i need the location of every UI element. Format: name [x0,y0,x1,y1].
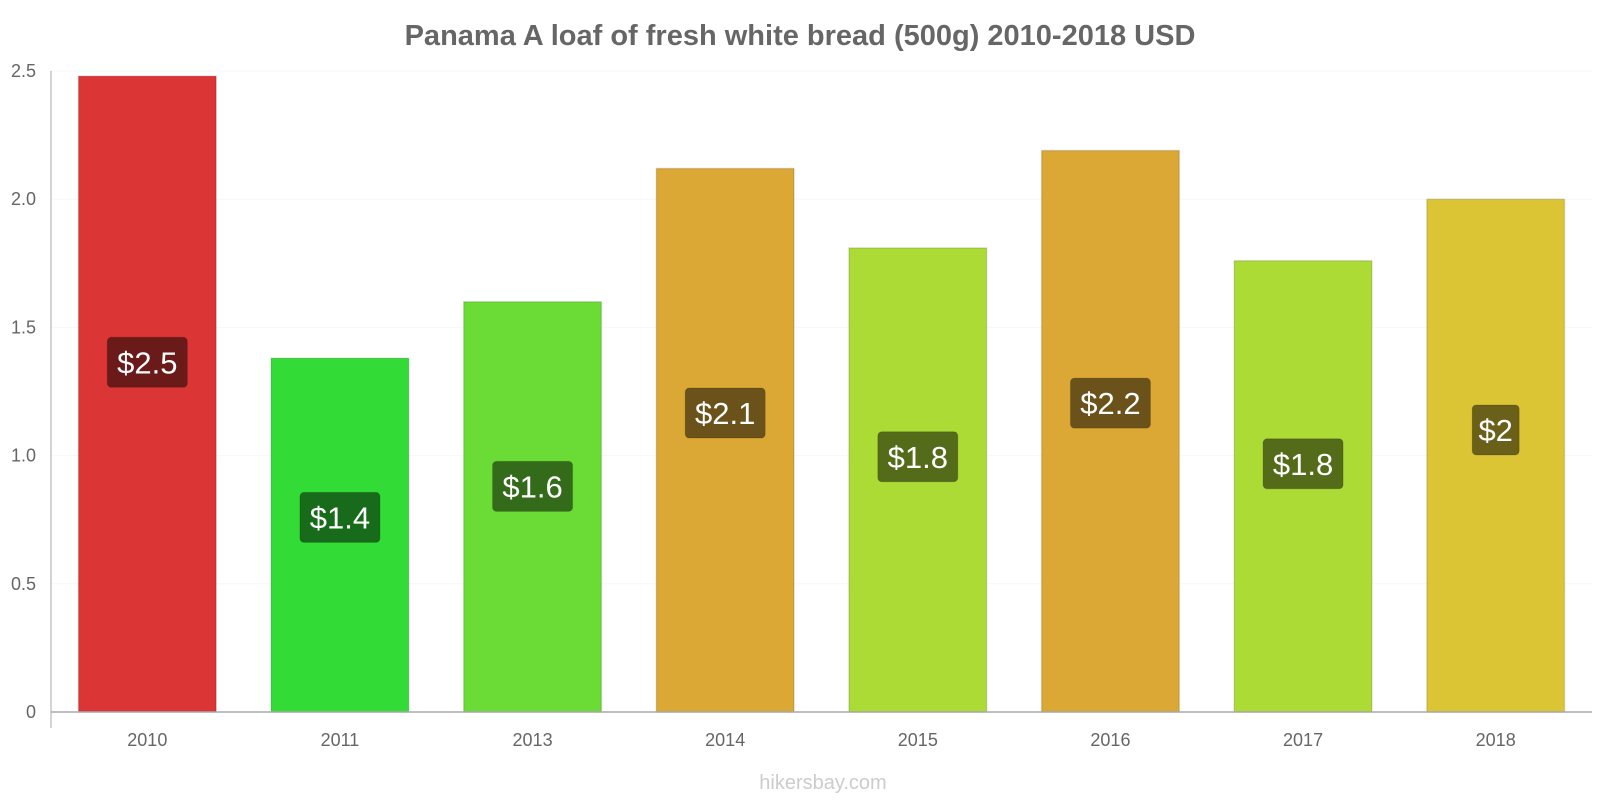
credit-text: hikersbay.com [759,772,886,794]
bars: $2.5 $1.4 $1.6 $2.1 $1.8 $2.2 $1.8 $2 [77,75,1566,713]
value-label-box [1069,377,1151,429]
x-tick-label: 2013 [513,730,553,750]
value-label-box [684,387,766,439]
x-tick-label: 2015 [898,730,938,750]
y-tick-label: 1.5 [11,317,36,337]
value-label: $1.8 [1273,447,1333,482]
value-label: $1.8 [888,440,948,475]
y-tick-label: 0.5 [11,574,36,594]
y-tick-label: 2.5 [11,61,36,81]
value-label: $1.6 [502,469,562,504]
value-label: $2.5 [117,345,177,380]
bar-2018 [1426,198,1566,713]
y-tick-label: 0 [26,702,36,722]
x-tick-label: 2018 [1476,730,1516,750]
bar-2010 [77,75,217,713]
value-label-box [106,336,188,388]
y-tick-label: 1.0 [11,446,36,466]
bar-2016 [1040,149,1181,713]
value-label: $2 [1478,413,1512,448]
x-tick-label: 2010 [127,730,167,750]
value-label-box [877,431,959,483]
value-label-box [1262,438,1344,490]
x-tick-label: 2017 [1283,730,1323,750]
x-axis: 2010 2011 2013 2014 2015 2016 2017 2018 [51,711,1592,750]
x-tick-label: 2011 [321,730,360,750]
y-tick-label: 2.0 [11,189,36,209]
value-label: $2.1 [695,396,755,431]
value-label: $1.4 [310,500,370,535]
bar-2011 [270,357,410,713]
value-label-box [1471,404,1520,456]
bar-2014 [655,167,795,713]
value-label: $2.2 [1080,386,1140,421]
y-axis: 0 0.5 1.0 1.5 2.0 2.5 [11,61,52,728]
value-label-box [492,460,574,512]
value-label-box [299,491,381,543]
chart-title: Panama A loaf of fresh white bread (500g… [405,20,1196,52]
x-tick-label: 2016 [1090,730,1130,750]
x-tick-label: 2014 [705,730,745,750]
